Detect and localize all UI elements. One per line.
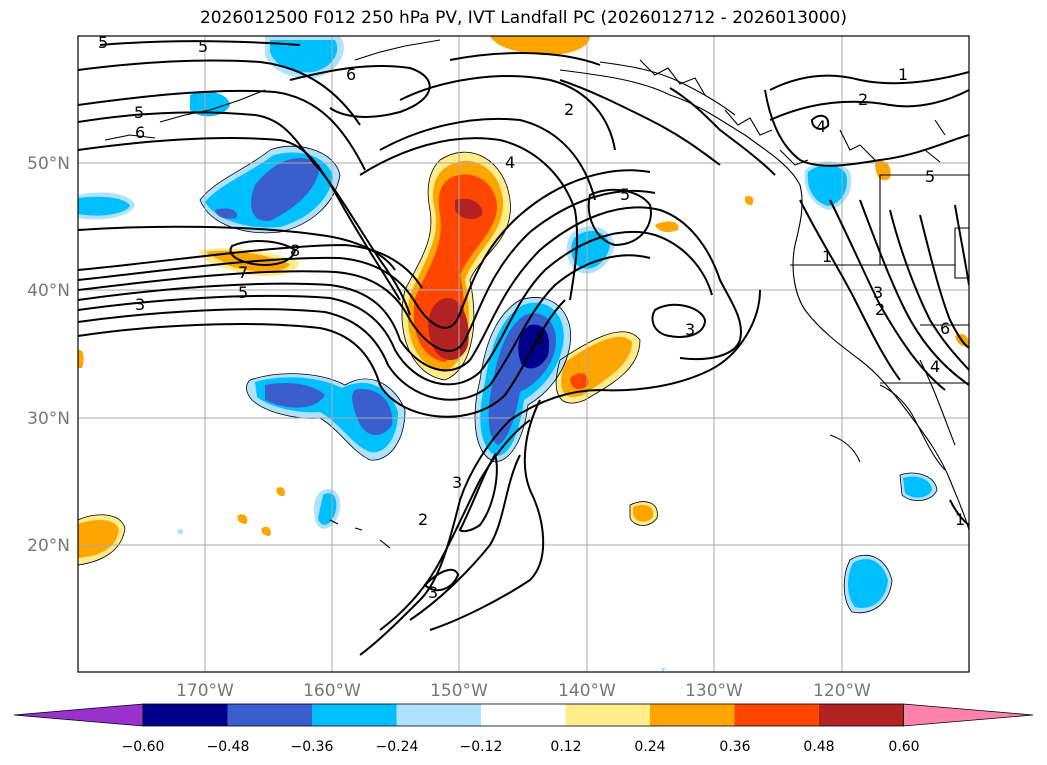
contour-label: 3	[873, 283, 883, 302]
lat-label: 30°N	[27, 409, 70, 429]
colorbar-tick: 0.36	[719, 739, 750, 755]
colorbar-segment	[312, 704, 397, 726]
contour-label: 5	[98, 33, 108, 52]
pv-negative-shading	[78, 36, 937, 672]
contour-label: 5	[925, 167, 935, 186]
map-title: 2026012500 F012 250 hPa PV, IVT Landfall…	[199, 8, 847, 28]
contour-label: 6	[940, 319, 950, 338]
contour-label: 3	[534, 330, 544, 349]
contour-label: 2	[418, 510, 428, 529]
contour-label: 1	[955, 510, 965, 529]
contour-label: 2	[564, 100, 574, 119]
colorbar-tick: 0.24	[634, 739, 665, 755]
lon-label: 120°W	[813, 681, 871, 701]
contour-label: 5	[134, 103, 144, 122]
colorbar-tick: 0.60	[888, 739, 919, 755]
contour-label: 1	[898, 65, 908, 84]
lat-label: 20°N	[27, 536, 70, 556]
gridlines	[78, 36, 969, 672]
contour-label: 3	[428, 583, 438, 602]
contour-label: 3	[135, 295, 145, 314]
lon-label: 130°W	[685, 681, 743, 701]
contour-label: 5	[238, 283, 248, 302]
longitude-labels: 170°W 160°W 150°W 140°W 130°W 120°W	[176, 681, 871, 701]
colorbar-tick: −0.36	[291, 739, 334, 755]
contour-label: 4	[505, 153, 515, 172]
colorbar-extend-max	[903, 703, 1034, 727]
contour-label: 5	[198, 37, 208, 56]
lat-label: 50°N	[27, 154, 70, 174]
colorbar-tick: −0.60	[122, 739, 165, 755]
colorbar-segment	[650, 704, 735, 726]
lon-label: 150°W	[430, 681, 488, 701]
colorbar-extend-min	[13, 703, 144, 727]
colorbar-tick: 0.48	[803, 739, 834, 755]
lon-label: 170°W	[176, 681, 234, 701]
colorbar-segment	[734, 704, 820, 726]
colorbar-segment	[227, 704, 313, 726]
colorbar-segment	[396, 704, 482, 726]
contour-label: 6	[346, 65, 356, 84]
contour-label: 2	[858, 90, 868, 109]
contour-label: 5	[620, 185, 630, 204]
colorbar-segment	[481, 704, 566, 726]
colorbar-tick-labels: −0.60 −0.48 −0.36 −0.24 −0.12 0.12 0.24 …	[122, 739, 920, 755]
contour-label: 3	[452, 473, 462, 492]
lon-label: 160°W	[303, 681, 361, 701]
ivt-contours	[78, 40, 969, 656]
lat-label: 40°N	[27, 281, 70, 301]
lon-label: 140°W	[558, 681, 616, 701]
colorbar-tick: −0.48	[207, 739, 250, 755]
contour-label: 4	[816, 117, 826, 136]
colorbar-tick: 0.12	[550, 739, 581, 755]
contour-label: 3	[685, 320, 695, 339]
contour-label: 6	[135, 123, 145, 142]
colorbar-segment	[819, 704, 904, 726]
colorbar-segment	[143, 704, 228, 726]
colorbar	[13, 703, 1034, 727]
contour-label: 8	[290, 241, 300, 260]
contour-label: 1	[822, 247, 832, 266]
contour-label: 7	[238, 263, 248, 282]
contour-label: 2	[875, 300, 885, 319]
colorbar-segment	[565, 704, 651, 726]
pv-positive-shading	[78, 36, 969, 565]
map-frame	[77, 35, 970, 673]
colorbar-tick: −0.12	[460, 739, 503, 755]
pv-outlines	[78, 145, 938, 614]
latitude-labels: 50°N 40°N 30°N 20°N	[27, 154, 70, 556]
contour-label: 4	[930, 357, 940, 376]
colorbar-border	[142, 703, 904, 727]
contour-label-layer: 5 5 5 6 6 2 4 5 8 7 5 3 3 1 2 1 4 3 5 6 …	[98, 33, 965, 602]
colorbar-tick: −0.24	[376, 739, 419, 755]
